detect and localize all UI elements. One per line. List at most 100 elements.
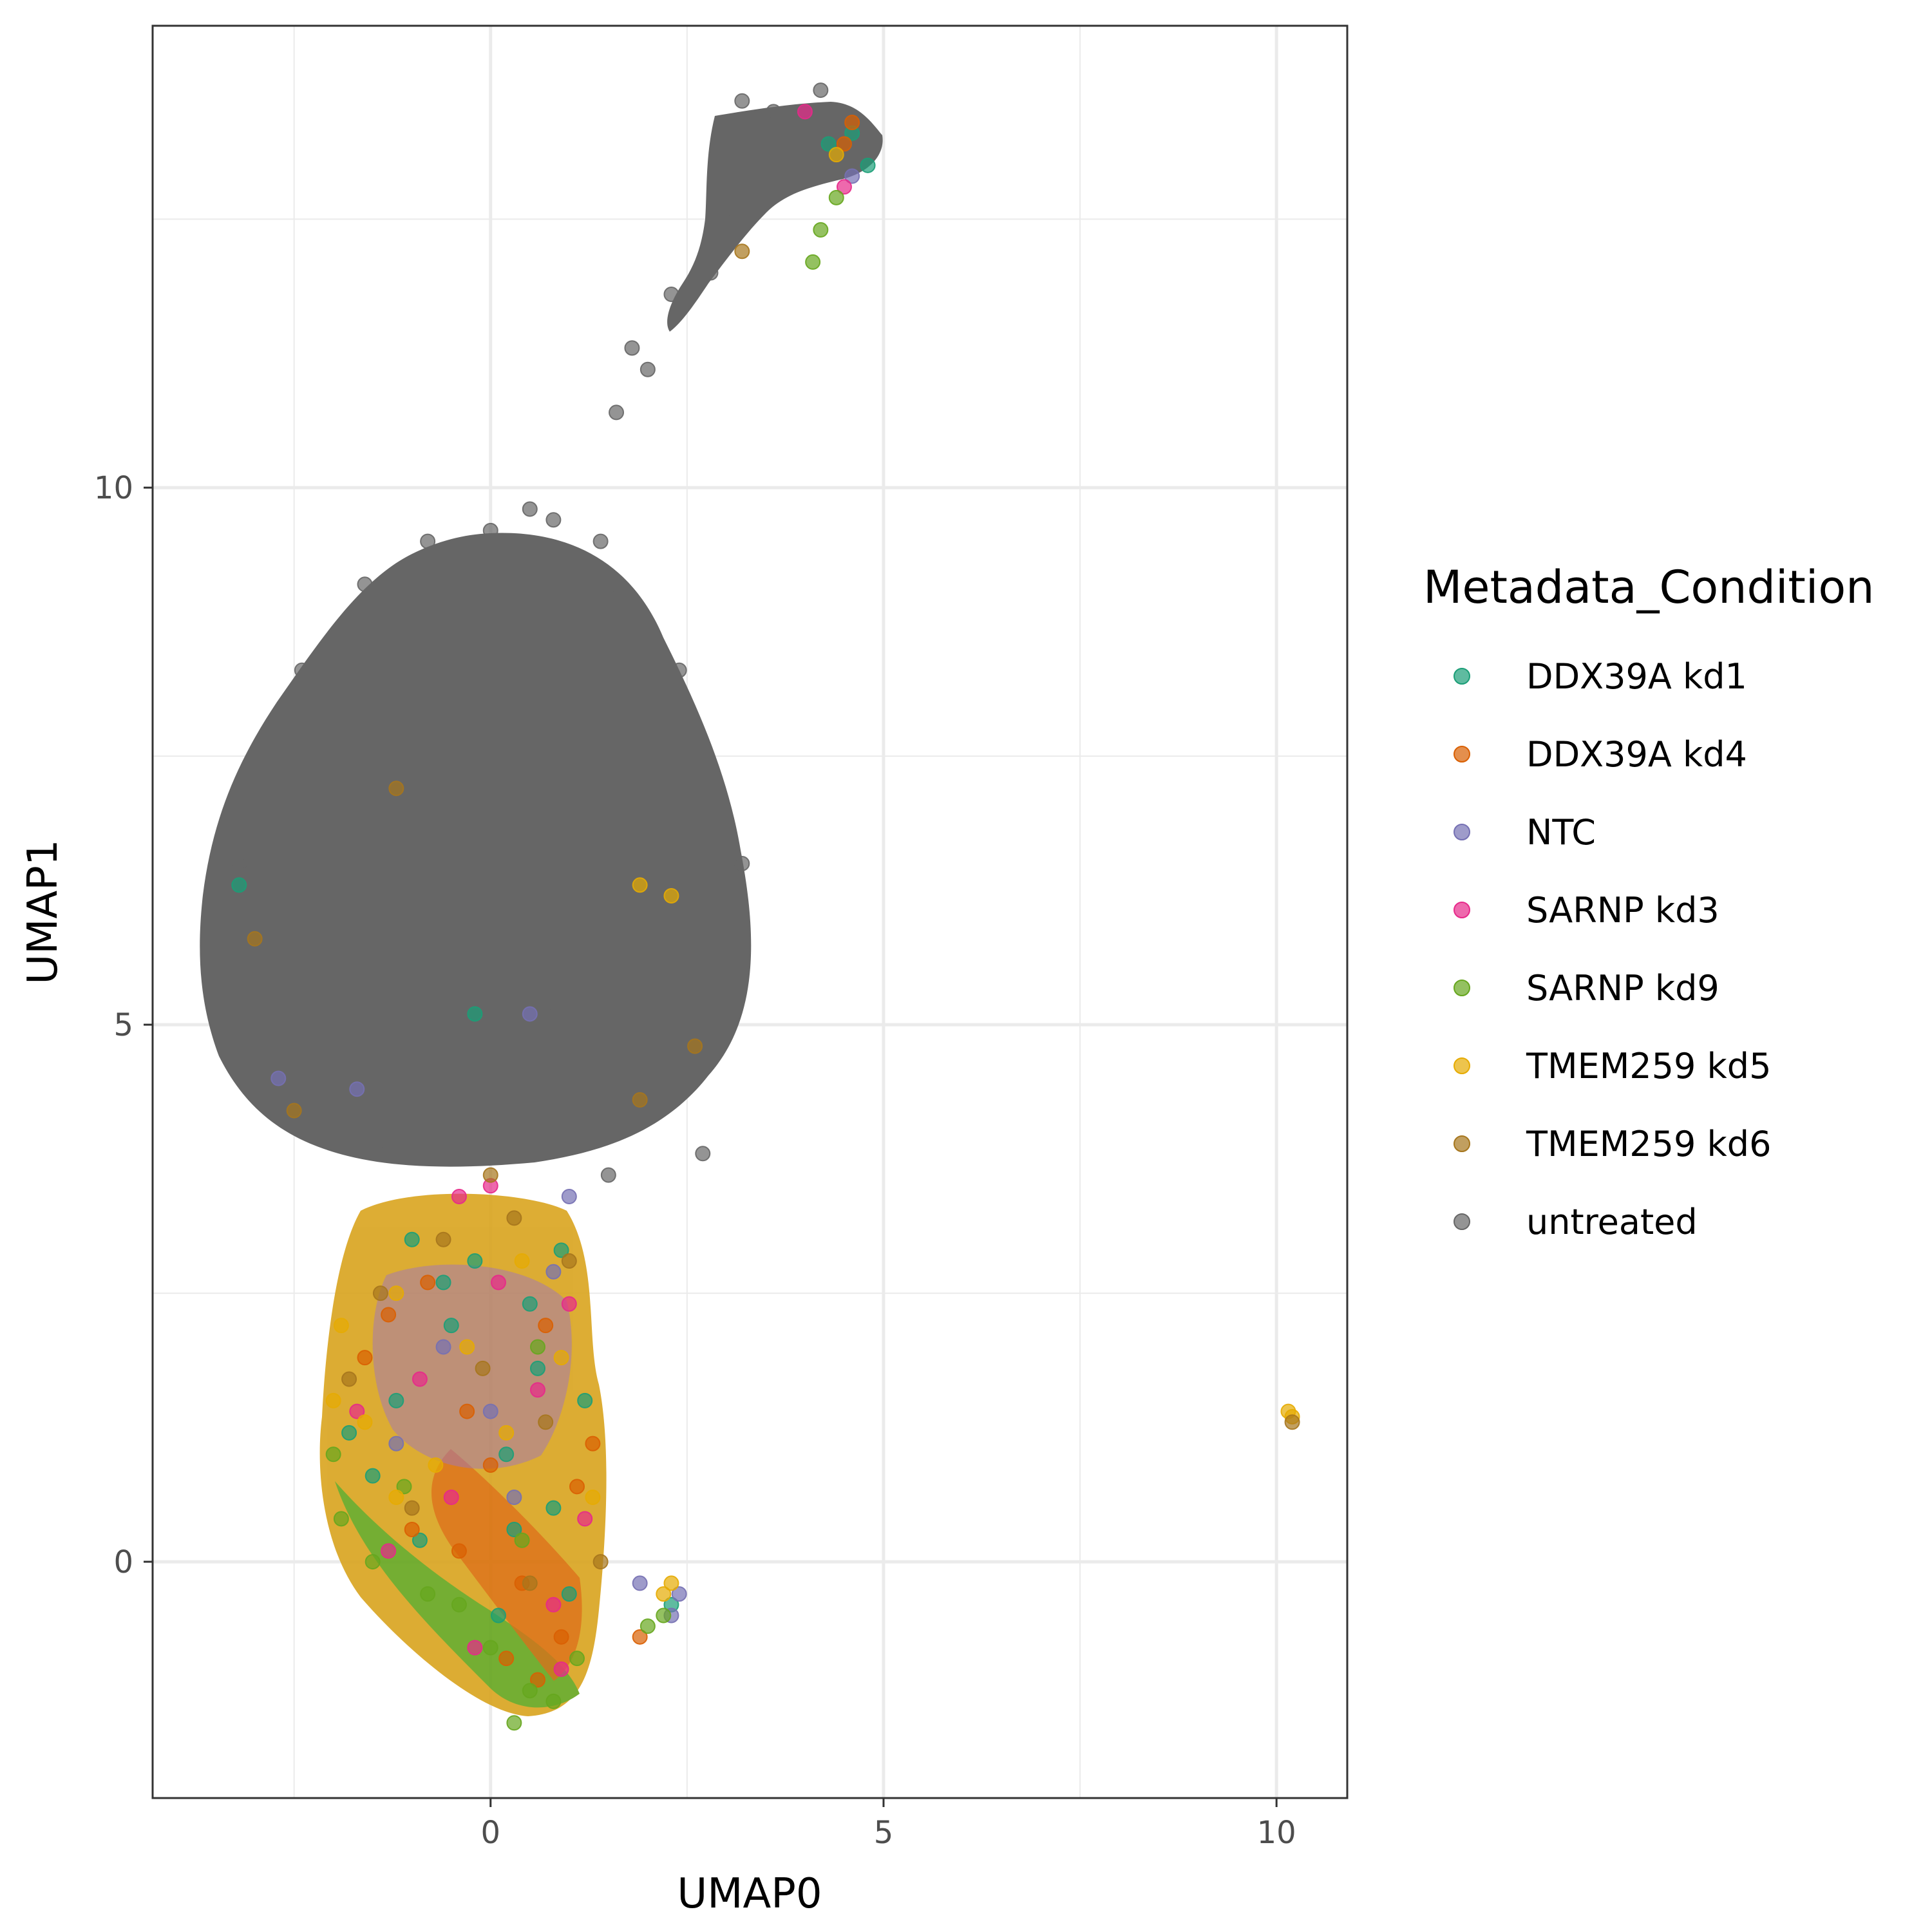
data-point <box>585 1489 601 1505</box>
data-point <box>836 179 852 195</box>
data-point <box>805 254 821 270</box>
data-point <box>482 1640 498 1656</box>
legend-key <box>1454 746 1470 762</box>
x-axis-ticks: 0 5 10 <box>480 1798 1296 1851</box>
data-point <box>286 1103 302 1119</box>
data-point <box>529 1339 545 1355</box>
lower-cluster-orange-band <box>431 1449 582 1681</box>
y-tick-label: 10 <box>94 470 133 506</box>
data-point <box>443 1489 459 1505</box>
data-point <box>569 1651 585 1667</box>
data-point <box>443 1318 459 1334</box>
data-point <box>828 189 844 205</box>
data-point <box>592 1554 609 1570</box>
data-point <box>522 1575 538 1591</box>
data-point <box>514 1253 530 1269</box>
data-point <box>632 1629 648 1645</box>
legend-key <box>1454 1057 1470 1074</box>
data-point <box>349 1081 365 1097</box>
data-point <box>372 1285 388 1302</box>
data-point <box>349 1403 365 1419</box>
data-point <box>545 1264 562 1280</box>
data-point <box>600 1167 616 1183</box>
y-axis-ticks: 0 5 10 <box>94 470 153 1580</box>
data-point <box>663 1575 679 1591</box>
data-point <box>482 1403 498 1419</box>
legend-key <box>1454 824 1470 840</box>
data-point <box>388 1285 404 1302</box>
legend-label: SARNP kd3 <box>1526 890 1719 931</box>
data-point <box>545 1596 562 1613</box>
data-point <box>529 1360 545 1376</box>
legend-label: DDX39A kd4 <box>1526 734 1747 775</box>
data-point <box>860 157 876 173</box>
lower-cluster-mixed-core <box>372 1264 572 1469</box>
data-point <box>396 1479 412 1495</box>
x-axis-title: UMAP0 <box>677 1870 822 1918</box>
legend-label: untreated <box>1526 1202 1698 1242</box>
data-point <box>639 361 656 377</box>
data-point <box>797 104 813 120</box>
legend-key <box>1454 1213 1470 1230</box>
data-point <box>656 1586 672 1602</box>
data-point <box>475 1360 491 1376</box>
data-point <box>333 1318 349 1334</box>
data-point <box>553 1242 569 1258</box>
x-tick-label: 10 <box>1257 1815 1296 1851</box>
x-tick-label: 5 <box>874 1815 894 1851</box>
data-point <box>412 1371 428 1387</box>
data-point <box>553 1350 569 1366</box>
data-point <box>459 1339 475 1355</box>
data-point <box>561 1188 577 1204</box>
data-point <box>357 1350 373 1366</box>
data-point <box>820 136 837 152</box>
data-point <box>538 1318 554 1334</box>
data-point <box>813 222 829 238</box>
data-point <box>357 1414 373 1430</box>
data-point <box>545 512 562 528</box>
lower-cluster-green-tail <box>335 1481 580 1708</box>
data-point <box>734 243 750 260</box>
data-point <box>632 1575 648 1591</box>
data-point <box>545 1693 562 1709</box>
data-point <box>577 1392 593 1408</box>
plot-panel-border <box>151 24 1349 1799</box>
data-point <box>482 522 498 538</box>
data-point <box>490 1274 506 1291</box>
data-point <box>632 1092 648 1108</box>
data-point <box>388 1489 404 1505</box>
legend-label: TMEM259 kd6 <box>1526 1124 1771 1164</box>
data-point <box>813 82 829 99</box>
data-point <box>703 265 719 281</box>
data-point <box>498 1425 515 1441</box>
legend-key <box>1454 668 1470 685</box>
data-point <box>270 1070 287 1086</box>
data-point <box>404 1500 420 1516</box>
data-point <box>624 340 640 356</box>
data-point <box>1284 1414 1300 1430</box>
legend-entries: DDX39A kd1 DDX39A kd4 NTC SARNP kd3 SARNP kd… <box>1454 656 1771 1242</box>
data-point <box>459 1403 475 1419</box>
data-point <box>718 200 734 216</box>
data-point <box>490 1607 506 1624</box>
data-point <box>553 1629 569 1645</box>
data-point <box>482 1167 498 1183</box>
data-point <box>388 781 404 797</box>
data-point <box>435 1339 451 1355</box>
data-point <box>451 1188 467 1204</box>
data-point <box>325 1392 341 1408</box>
data-point <box>420 1274 436 1291</box>
x-tick-label: 0 <box>480 1815 500 1851</box>
data-point <box>695 1146 711 1162</box>
data-point <box>506 1489 522 1505</box>
data-point <box>435 1274 451 1291</box>
main-cluster-body <box>200 533 752 1167</box>
data-point <box>381 1543 397 1559</box>
data-point <box>734 93 750 109</box>
data-point <box>663 286 679 302</box>
data-point <box>687 1038 703 1054</box>
upper-cluster-shape <box>667 102 883 332</box>
data-point <box>561 1586 577 1602</box>
data-point <box>231 877 247 893</box>
